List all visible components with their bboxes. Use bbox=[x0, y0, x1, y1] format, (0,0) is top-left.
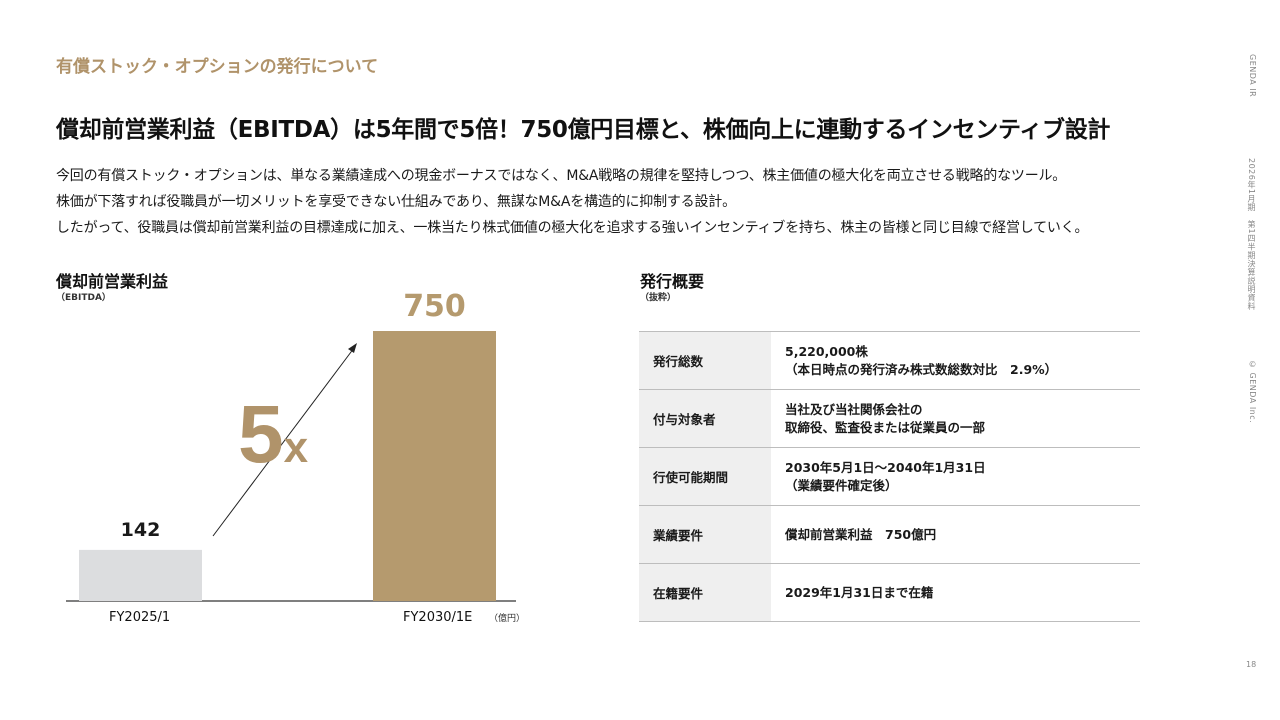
body-line-2: 株価が下落すれば役職員が一切メリットを享受できない仕組みであり、無謀なM&Aを構… bbox=[56, 194, 736, 210]
table-row: 付与対象者 当社及び当社関係会社の 取締役、監査役または従業員の一部 bbox=[639, 389, 1140, 448]
row-value-line: （本日時点の発行済み株式数総数対比 2.9%） bbox=[785, 361, 1058, 377]
side-brand: GENDA IR bbox=[1248, 54, 1257, 98]
row-value-line: 2029年1月31日まで在籍 bbox=[785, 584, 934, 600]
tick-label-fy2025: FY2025/1 bbox=[109, 610, 171, 625]
row-key: 業績要件 bbox=[639, 505, 771, 564]
table-row: 発行総数 5,220,000株 （本日時点の発行済み株式数総数対比 2.9%） bbox=[639, 331, 1140, 390]
multiplier-number: 5 bbox=[238, 389, 284, 480]
body-line-1: 今回の有償ストック・オプションは、単なる業績達成への現金ボーナスではなく、M&A… bbox=[56, 168, 1067, 184]
data-label-fy2025: 142 bbox=[120, 518, 161, 541]
page-number: 18 bbox=[1246, 660, 1257, 669]
row-value-line: 当社及び当社関係会社の bbox=[785, 401, 923, 417]
row-key: 発行総数 bbox=[639, 331, 771, 390]
side-copyright: © GENDA Inc. bbox=[1248, 360, 1257, 424]
summary-subtitle: （抜粋） bbox=[640, 293, 677, 303]
row-value-line: 取締役、監査役または従業員の一部 bbox=[785, 419, 986, 435]
row-value: 5,220,000株 （本日時点の発行済み株式数総数対比 2.9%） bbox=[771, 331, 1140, 390]
unit-label: （億円） bbox=[489, 614, 526, 624]
multiplier-annotation: 5x bbox=[238, 388, 308, 482]
data-label-fy2030: 750 bbox=[403, 289, 466, 324]
headline: 償却前営業利益（EBITDA）は5年間で5倍！750億円目標と、株価向上に連動す… bbox=[56, 117, 1111, 143]
chart-title: 償却前営業利益 bbox=[56, 272, 169, 291]
bar-fy2025 bbox=[79, 549, 202, 601]
summary-title: 発行概要 bbox=[640, 272, 705, 291]
row-value: 2029年1月31日まで在籍 bbox=[771, 563, 1140, 622]
table-row: 業績要件 償却前営業利益 750億円 bbox=[639, 505, 1140, 564]
ebitda-bar-chart: 142 750 FY2025/1 FY2030/1E （億円） 5x bbox=[56, 280, 536, 630]
growth-arrow bbox=[212, 347, 355, 537]
row-value-line: 5,220,000株 bbox=[785, 343, 868, 359]
issuance-summary-table: 発行総数 5,220,000株 （本日時点の発行済み株式数総数対比 2.9%） … bbox=[639, 331, 1140, 622]
table-row: 行使可能期間 2030年5月1日～2040年1月31日 （業績要件確定後） bbox=[639, 447, 1140, 506]
body-text: 今回の有償ストック・オプションは、単なる業績達成への現金ボーナスではなく、M&A… bbox=[56, 163, 1089, 241]
growth-arrow-head bbox=[348, 343, 357, 353]
table-row: 在籍要件 2029年1月31日まで在籍 bbox=[639, 563, 1140, 622]
chart-subtitle: （EBITDA） bbox=[56, 293, 111, 303]
row-key: 付与対象者 bbox=[639, 389, 771, 448]
row-value-line: 2030年5月1日～2040年1月31日 bbox=[785, 459, 986, 475]
row-key: 行使可能期間 bbox=[639, 447, 771, 506]
side-doc-title: 2026年1月期 第1四半期決算説明資料 bbox=[1247, 158, 1256, 311]
row-value-line: （業績要件確定後） bbox=[785, 477, 898, 493]
body-line-3: したがって、役職員は償却前営業利益の目標達成に加え、一株当たり株式価値の極大化を… bbox=[56, 220, 1089, 236]
multiplier-x: x bbox=[283, 423, 309, 472]
chart-canvas bbox=[66, 331, 516, 602]
row-value: 2030年5月1日～2040年1月31日 （業績要件確定後） bbox=[771, 447, 1140, 506]
row-value: 当社及び当社関係会社の 取締役、監査役または従業員の一部 bbox=[771, 389, 1140, 448]
row-key: 在籍要件 bbox=[639, 563, 771, 622]
bar-fy2030 bbox=[373, 331, 496, 601]
row-value-line: 償却前営業利益 750億円 bbox=[785, 526, 937, 542]
section-label: 有償ストック・オプションの発行について bbox=[56, 57, 379, 77]
row-value: 償却前営業利益 750億円 bbox=[771, 505, 1140, 564]
tick-label-fy2030: FY2030/1E bbox=[403, 610, 473, 625]
